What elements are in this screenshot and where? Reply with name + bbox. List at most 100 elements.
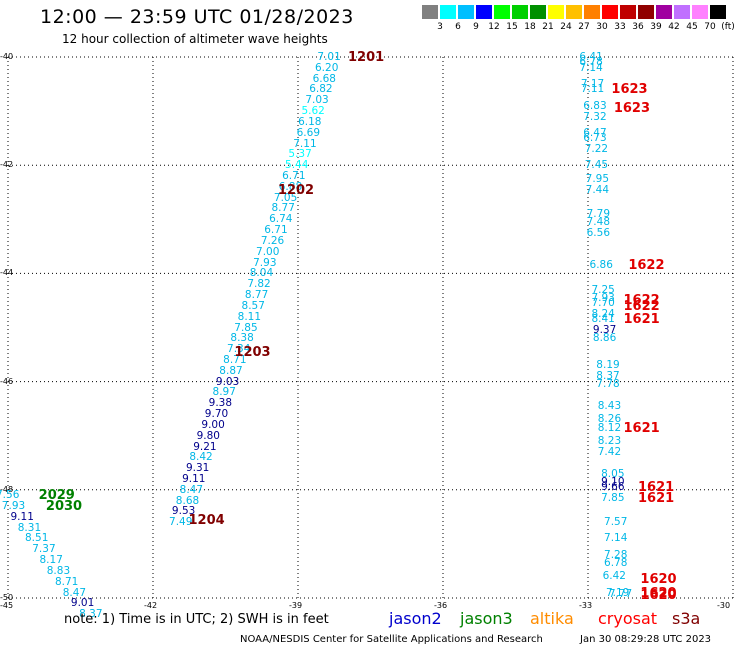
wave-height-label: 6.78: [604, 556, 628, 569]
wave-height-label: 7.93: [1, 500, 26, 513]
wave-height-label: 7.00: [256, 245, 280, 258]
wave-height-label: 8.26: [597, 413, 622, 426]
scale-swatch: [620, 5, 636, 19]
wave-height-label: 5.37: [288, 148, 312, 161]
pass-time-label: 1621: [638, 490, 675, 506]
wave-height-label: 7.01: [317, 51, 341, 63]
wave-height-label: 5.62: [301, 105, 325, 118]
wave-height-label: 6.41: [579, 51, 603, 63]
wave-height-label: 8.47: [62, 586, 87, 599]
legend-entry: jason3: [460, 609, 513, 628]
footer-note: note: 1) Time is in UTC; 2) SWH is in fe…: [64, 612, 329, 627]
wave-height-label: 6.73: [583, 132, 607, 145]
wave-height-label: 7.05: [273, 191, 298, 204]
wave-height-label: 7.28: [604, 548, 628, 561]
wave-height-label: 9.37: [592, 324, 617, 337]
scale-swatch: [602, 5, 618, 19]
legend-entry: jason2: [389, 609, 442, 628]
wave-height-label: 9.11: [10, 510, 34, 523]
chart-subtitle: 12 hour collection of altimeter wave hei…: [62, 32, 328, 46]
pass-time-label: 2030: [45, 499, 83, 515]
scale-swatch: [476, 5, 492, 19]
scale-swatch: [710, 5, 726, 19]
wave-height-label: 7.22: [584, 142, 609, 155]
y-tick-label: -40: [0, 52, 14, 61]
pass-time-label: 1620: [640, 572, 677, 588]
wave-height-label: 7.26: [260, 234, 285, 247]
wave-height-label: 9.21: [193, 440, 217, 453]
wave-height-label: 7.14: [604, 532, 628, 545]
wave-height-label: 7.25: [591, 283, 615, 296]
wave-height-label: 9.70: [204, 408, 229, 421]
wave-height-label: 9.03: [215, 375, 240, 388]
wave-height-label: 9.80: [196, 429, 220, 442]
wave-height-label: 8.71: [54, 575, 79, 588]
pass-time-label: 1202: [277, 182, 315, 198]
wave-height-label: 6.47: [583, 126, 607, 139]
wave-height-label: 6.18: [298, 115, 322, 128]
wave-height-label: 9.00: [201, 418, 225, 431]
y-tick-label: -42: [0, 160, 14, 170]
wave-height-label: 6.88: [278, 180, 303, 193]
wave-height-label: 5.44: [285, 159, 309, 172]
scale-label: 21: [542, 22, 554, 32]
wave-height-label: 9.10: [601, 475, 625, 488]
scale-swatch: [494, 5, 510, 19]
scale-label: 24: [560, 22, 572, 32]
wave-height-label: 6.71: [282, 170, 306, 183]
wave-height-label: 7.49: [169, 516, 193, 529]
pass-time-label: 1621: [638, 480, 675, 496]
scale-swatch: [566, 5, 582, 19]
scale-label: 30: [596, 22, 608, 32]
scale-swatch: [692, 5, 708, 19]
wave-height-label: 7.57: [604, 516, 628, 529]
wave-height-label: 7.85: [601, 491, 625, 504]
wave-height-label: 7.19: [605, 586, 630, 599]
legend-entry: cryosat: [598, 609, 658, 628]
wave-height-label: 6.83: [583, 99, 607, 112]
wave-height-label: 6.20: [315, 61, 339, 74]
wave-height-label: 7.56: [0, 489, 20, 502]
wave-height-label: 7.11: [293, 137, 317, 150]
wave-height-label: 9.53: [171, 505, 196, 518]
scale-swatch: [638, 5, 654, 19]
scale-label: 12: [488, 22, 500, 32]
scale-label: 18: [524, 22, 536, 32]
wave-height-label: 8.38: [230, 332, 254, 345]
scale-label: 39: [650, 22, 662, 32]
wave-height-label: 6.86: [589, 259, 613, 272]
wave-height-label: 7.95: [585, 172, 610, 185]
x-tick-label: -42: [144, 601, 158, 610]
legend-entry: altika: [530, 609, 574, 628]
wave-height-label: 8.87: [219, 364, 243, 377]
wave-height-label: 7.17: [580, 78, 605, 91]
wave-height-label: 6.68: [312, 72, 336, 85]
scale-label: 27: [578, 22, 590, 32]
wave-height-label: 9.66: [601, 481, 625, 494]
scale-swatch: [584, 5, 600, 19]
wave-height-label: 8.68: [175, 494, 200, 507]
credit-line: NOAA/NESDIS Center for Satellite Applica…: [240, 634, 543, 645]
wave-height-label: 7.14: [579, 61, 603, 74]
wave-height-label: 8.41: [591, 313, 615, 326]
pass-time-label: 1620: [640, 588, 677, 604]
scale-swatch: [422, 5, 438, 19]
scale-label: 6: [455, 22, 461, 32]
scale-swatch: [512, 5, 528, 19]
wave-height-label: 9.38: [208, 397, 233, 410]
scale-swatch: [674, 5, 690, 19]
scale-label: 42: [668, 22, 680, 32]
scale-swatch: [656, 5, 672, 19]
wave-height-label: 6.69: [296, 126, 321, 139]
wave-height-label: 8.19: [596, 359, 620, 372]
wave-height-label: 8.47: [179, 483, 204, 496]
pass-time-label: 2029: [38, 488, 75, 504]
wave-height-label: 7.03: [305, 94, 329, 107]
wave-height-label: 6.56: [586, 226, 611, 239]
scale-label: 70: [704, 22, 716, 32]
chart-title: 12:00 — 23:59 UTC 01/28/2023: [40, 6, 354, 28]
wave-height-label: 8.23: [597, 435, 622, 448]
wave-height-label: 8.86: [592, 332, 617, 345]
wave-height-label: 7.44: [585, 183, 610, 196]
wave-height-label: 7.93: [591, 291, 615, 304]
